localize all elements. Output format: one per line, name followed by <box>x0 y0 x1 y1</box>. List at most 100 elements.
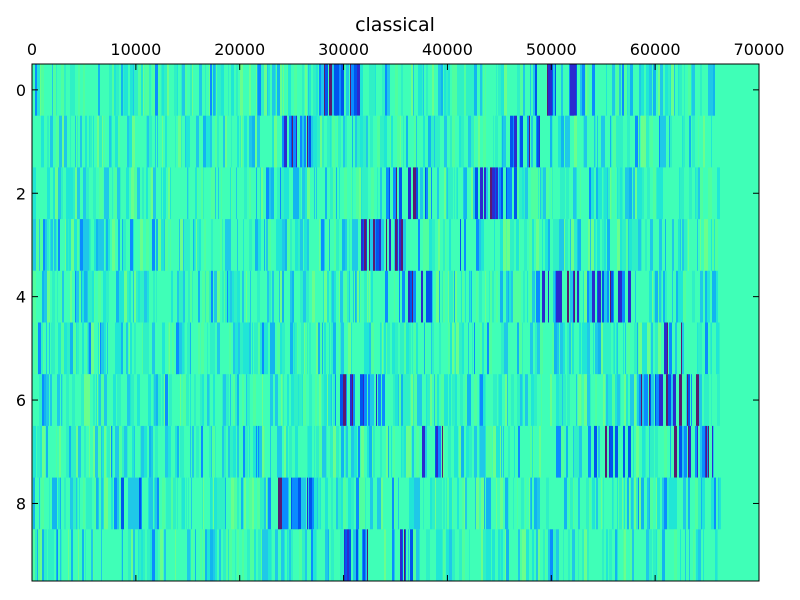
heatmap-stripe <box>614 322 615 375</box>
heatmap-stripe <box>331 374 332 426</box>
heatmap-stripe <box>264 425 265 478</box>
heatmap-stripe <box>610 167 611 220</box>
heatmap-stripe <box>256 425 257 478</box>
heatmap-stripe <box>413 529 416 581</box>
heatmap-stripe <box>612 374 614 426</box>
heatmap-stripe <box>525 374 528 426</box>
heatmap-stripe <box>584 322 587 375</box>
heatmap-stripe <box>104 425 106 478</box>
heatmap-stripe <box>152 219 155 271</box>
heatmap-stripe <box>679 374 682 426</box>
heatmap-stripe <box>553 270 555 323</box>
heatmap-stripe <box>459 322 462 375</box>
heatmap-stripe <box>398 219 399 271</box>
heatmap-stripe <box>77 322 79 375</box>
heatmap-stripe <box>651 322 653 375</box>
heatmap-stripe <box>225 270 227 323</box>
heatmap-stripe <box>70 270 72 323</box>
heatmap-stripe <box>620 167 622 220</box>
heatmap-stripe <box>352 374 353 426</box>
heatmap-stripe <box>474 374 477 426</box>
heatmap-stripe <box>109 115 111 168</box>
heatmap-stripe <box>74 219 76 271</box>
heatmap-stripe <box>101 425 102 478</box>
heatmap-stripe <box>408 270 410 323</box>
heatmap-stripe <box>711 374 712 426</box>
heatmap-stripe <box>300 270 303 323</box>
heatmap-stripe <box>230 270 232 323</box>
heatmap-stripe <box>99 115 101 168</box>
heatmap-stripe <box>213 477 214 530</box>
heatmap-stripe <box>290 270 292 323</box>
heatmap-stripe <box>578 219 581 271</box>
heatmap-stripe <box>295 322 297 375</box>
heatmap-stripe <box>307 115 308 168</box>
heatmap-stripe <box>617 167 618 220</box>
heatmap-stripe <box>57 374 60 426</box>
heatmap-stripe <box>464 167 467 220</box>
heatmap-stripe <box>370 115 373 168</box>
heatmap-stripe <box>318 477 320 530</box>
heatmap-stripe <box>486 425 489 478</box>
heatmap-stripe <box>223 115 224 168</box>
heatmap-stripe <box>314 425 315 478</box>
heatmap-stripe <box>624 219 626 271</box>
heatmap-stripe <box>79 477 80 530</box>
heatmap-stripe <box>293 167 296 220</box>
heatmap-stripe <box>542 219 543 271</box>
heatmap-stripe <box>581 374 582 426</box>
heatmap-stripe <box>349 219 350 271</box>
heatmap-stripe <box>484 477 485 530</box>
heatmap-stripe <box>630 529 632 581</box>
heatmap-stripe <box>517 477 518 530</box>
heatmap-stripe <box>336 219 339 271</box>
heatmap-stripe <box>704 219 705 271</box>
heatmap-stripe <box>381 219 384 271</box>
heatmap-stripe <box>137 64 138 116</box>
heatmap-stripe <box>287 64 288 116</box>
heatmap-stripe <box>422 64 423 116</box>
heatmap-stripe <box>44 270 47 323</box>
heatmap-stripe <box>468 115 471 168</box>
heatmap-stripe <box>681 270 683 323</box>
heatmap-stripe <box>172 322 174 375</box>
heatmap-stripe <box>624 529 626 581</box>
heatmap-stripe <box>496 64 497 116</box>
heatmap-stripe <box>123 219 126 271</box>
heatmap-stripe <box>46 425 48 478</box>
heatmap-stripe <box>395 322 398 375</box>
heatmap-stripe <box>84 425 86 478</box>
heatmap-stripe <box>128 477 131 530</box>
heatmap-stripe <box>678 270 681 323</box>
heatmap-stripe <box>190 270 192 323</box>
heatmap-stripe <box>302 115 304 168</box>
heatmap-stripe <box>330 115 331 168</box>
heatmap-stripe <box>253 374 256 426</box>
heatmap-stripe <box>142 167 144 220</box>
heatmap-stripe <box>283 374 284 426</box>
heatmap-stripe <box>688 219 689 271</box>
heatmap-stripe <box>633 477 634 530</box>
heatmap-stripe <box>466 64 469 116</box>
heatmap-stripe <box>367 425 369 478</box>
heatmap-stripe <box>331 322 333 375</box>
heatmap-stripe <box>446 167 447 220</box>
heatmap-stripe <box>181 115 182 168</box>
heatmap-stripe <box>500 477 503 530</box>
heatmap-stripe <box>214 477 217 530</box>
heatmap-stripe <box>603 322 606 375</box>
heatmap-stripe <box>573 167 576 220</box>
heatmap-stripe <box>190 529 191 581</box>
heatmap-stripe <box>422 425 425 478</box>
heatmap-stripe <box>40 425 42 478</box>
heatmap-stripe <box>339 322 340 375</box>
heatmap-stripe <box>317 477 318 530</box>
heatmap-stripe <box>185 115 186 168</box>
heatmap-stripe <box>570 64 573 116</box>
heatmap-stripe <box>637 322 638 375</box>
heatmap-stripe <box>66 167 67 220</box>
heatmap-stripe <box>67 322 70 375</box>
heatmap-stripe <box>532 270 535 323</box>
heatmap-stripe <box>297 322 298 375</box>
heatmap-stripe <box>211 425 212 478</box>
